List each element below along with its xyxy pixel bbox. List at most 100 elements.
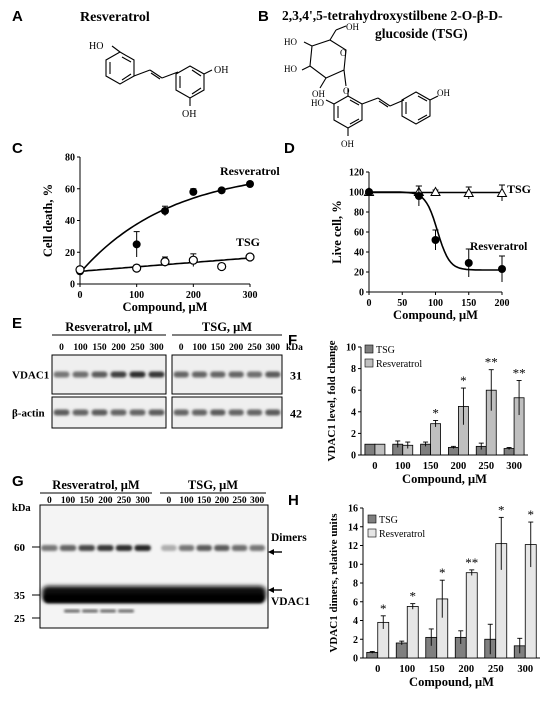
kda-marker: 31	[290, 369, 302, 383]
y-tick-label: 20	[65, 248, 75, 259]
protein-label: β-actin	[12, 408, 45, 420]
treatment-group-label: Resveratrol, μM	[65, 320, 153, 334]
x-tick-label: 150	[461, 298, 476, 309]
x-tick-label: 200	[186, 290, 201, 301]
significance-marker: **	[485, 355, 498, 370]
dose-label: 300	[266, 343, 281, 353]
y-tick-label: 40	[354, 248, 364, 259]
kda-unit-label: kDa	[286, 343, 303, 353]
x-tick-label: 300	[243, 290, 258, 301]
data-point	[189, 187, 198, 196]
dimer-band	[214, 545, 230, 551]
panel-label-c: C	[12, 140, 23, 157]
significance-marker: *	[439, 565, 446, 580]
arrow-icon	[268, 549, 274, 555]
data-point	[217, 186, 226, 195]
data-point	[498, 265, 506, 273]
kda-marker: 60	[14, 542, 26, 554]
y-tick-label: 16	[348, 504, 358, 515]
dose-label: 150	[211, 343, 226, 353]
resveratrol-structure	[105, 45, 213, 106]
dose-label: 300	[149, 343, 164, 353]
blot-membrane	[51, 396, 167, 429]
dimers-annotation: Dimers	[271, 532, 307, 544]
x-tick-label: 0	[372, 461, 377, 472]
x-tick-label: 0	[78, 290, 83, 301]
protein-band	[191, 409, 208, 416]
dose-label: 200	[111, 343, 126, 353]
y-tick-label: 4	[353, 616, 358, 627]
significance-marker: **	[465, 555, 478, 570]
significance-marker: *	[432, 405, 439, 420]
series-label: TSG	[507, 182, 531, 196]
protein-band	[110, 409, 127, 416]
dose-label: 200	[229, 343, 244, 353]
bar	[374, 443, 386, 456]
tsg-title-line2: glucoside (TSG)	[375, 26, 468, 41]
x-tick-label: 0	[367, 298, 372, 309]
data-point	[430, 186, 441, 196]
y-tick-label: 2	[351, 429, 356, 440]
tsg-title-line1: 2,3,4',5-tetrahydroxystilbene 2-O-β-D-	[282, 8, 503, 23]
legend-swatch	[364, 344, 374, 354]
dimer-band	[97, 545, 114, 551]
legend-label: TSG	[379, 515, 398, 526]
protein-band	[173, 409, 189, 416]
protein-band	[129, 409, 146, 416]
dimer-band	[231, 545, 248, 551]
legend-swatch	[367, 528, 377, 538]
y-tick-label: 2	[353, 635, 358, 646]
y-tick-label: 0	[351, 451, 356, 462]
protein-band	[129, 371, 146, 378]
x-tick-label: 250	[478, 461, 494, 472]
dose-label: 0	[179, 343, 184, 353]
y-tick-label: 0	[353, 654, 358, 665]
protein-band	[91, 371, 108, 378]
treatment-group-label: Resveratrol, μM	[52, 478, 140, 492]
legend-swatch	[367, 514, 377, 524]
y-tick-label: 100	[349, 188, 364, 199]
oh-group: OH	[182, 109, 196, 120]
vdac1-annotation: VDAC1	[271, 596, 310, 608]
legend-label: Resveratrol	[376, 359, 422, 370]
dose-label: 250	[117, 496, 132, 506]
live-cell-chart: 0 20 40 60 80 100 120 0 50 100 150 200 Compound, μM L…	[330, 168, 531, 323]
protein-band	[210, 409, 226, 416]
data-point	[463, 187, 475, 197]
x-tick-label: 100	[395, 461, 411, 472]
y-tick-label: 10	[346, 343, 356, 354]
protein-band	[173, 371, 189, 378]
data-point	[464, 259, 473, 267]
x-tick-label: 0	[375, 664, 380, 675]
dose-label: 200	[98, 496, 113, 506]
lower-band	[118, 609, 134, 613]
ho-group: HO	[284, 37, 297, 47]
blot-membrane	[171, 396, 283, 429]
data-point	[431, 236, 440, 244]
y-axis-label: VDAC1 dimers, relative units	[328, 513, 340, 653]
x-tick-label: 150	[429, 664, 445, 675]
dose-label: 100	[61, 496, 76, 506]
significance-marker: *	[380, 601, 387, 616]
y-tick-label: 80	[65, 153, 75, 164]
x-tick-label: 300	[506, 461, 522, 472]
vdac1-dimer-blot: Resveratrol, μM TSG, μM0 100 150 200 250 300 0 1…	[12, 478, 310, 629]
dimer-band	[134, 545, 151, 551]
bar	[430, 423, 441, 456]
data-point	[75, 265, 85, 275]
dimer-band	[196, 545, 212, 551]
data-point	[132, 240, 141, 249]
y-tick-label: 40	[65, 216, 75, 227]
x-tick-label: 100	[399, 664, 415, 675]
data-point	[132, 263, 142, 273]
resveratrol-title: Resveratrol	[80, 10, 150, 25]
series-label: Resveratrol	[470, 241, 527, 253]
x-tick-label: 250	[488, 664, 504, 675]
dose-label: 200	[215, 496, 230, 506]
dimer-band	[78, 545, 95, 551]
ho-group: HO	[89, 41, 103, 52]
protein-band	[72, 371, 89, 378]
x-tick-label: 150	[423, 461, 439, 472]
protein-band	[148, 409, 165, 416]
